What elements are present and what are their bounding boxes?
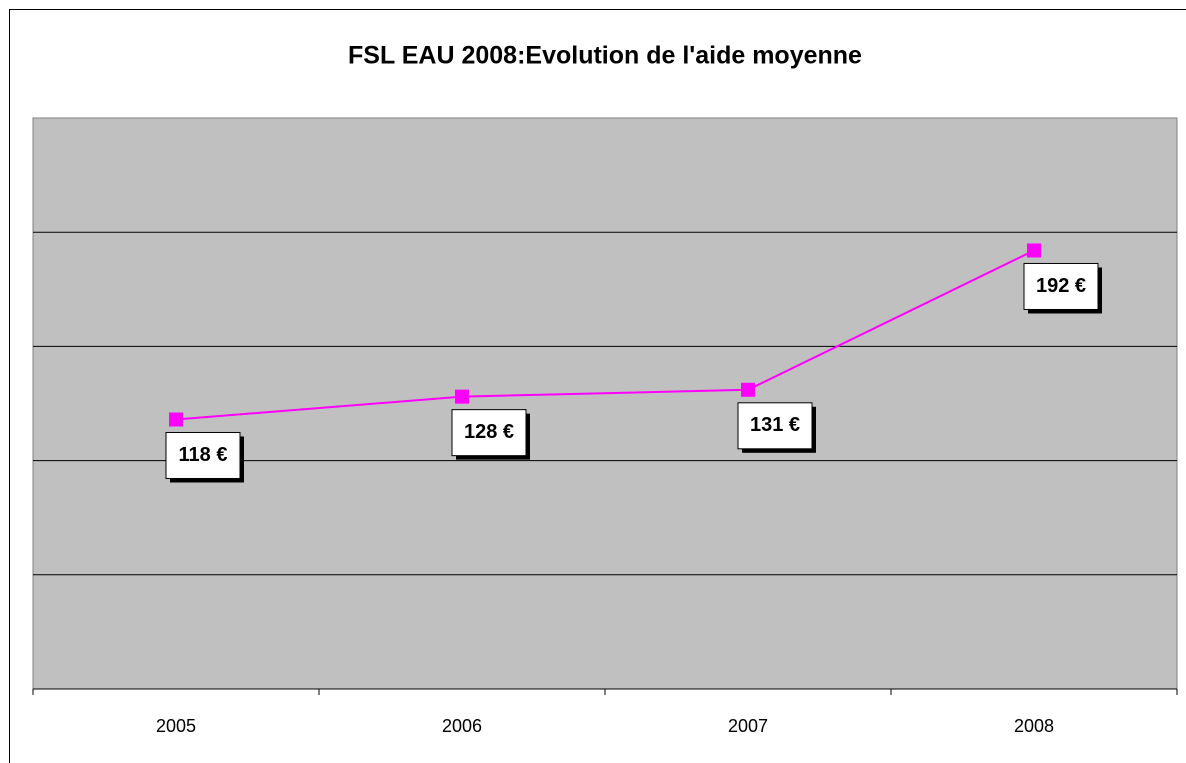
marker	[1027, 243, 1041, 258]
label-box	[165, 431, 241, 479]
line	[175, 249, 1035, 421]
data-label: 118 €	[179, 444, 228, 466]
label-box	[1023, 262, 1099, 310]
marker	[455, 389, 469, 404]
x-tick-label: 2007	[728, 716, 768, 736]
data-label: 128 €	[464, 421, 514, 443]
x-tick-label: 2006	[442, 716, 482, 736]
label-box	[451, 409, 527, 457]
x-tick-label: 2008	[1014, 716, 1054, 736]
label-box	[737, 402, 813, 450]
data-label: 131 €	[750, 414, 800, 436]
plot-area	[32, 117, 1178, 690]
x-tick-label: 2005	[156, 716, 196, 736]
chart-title: FSL EAU 2008:Evolution de l'aide moyenne	[348, 42, 862, 70]
marker	[741, 382, 755, 397]
data-label: 192 €	[1036, 275, 1086, 297]
marker	[169, 412, 183, 427]
